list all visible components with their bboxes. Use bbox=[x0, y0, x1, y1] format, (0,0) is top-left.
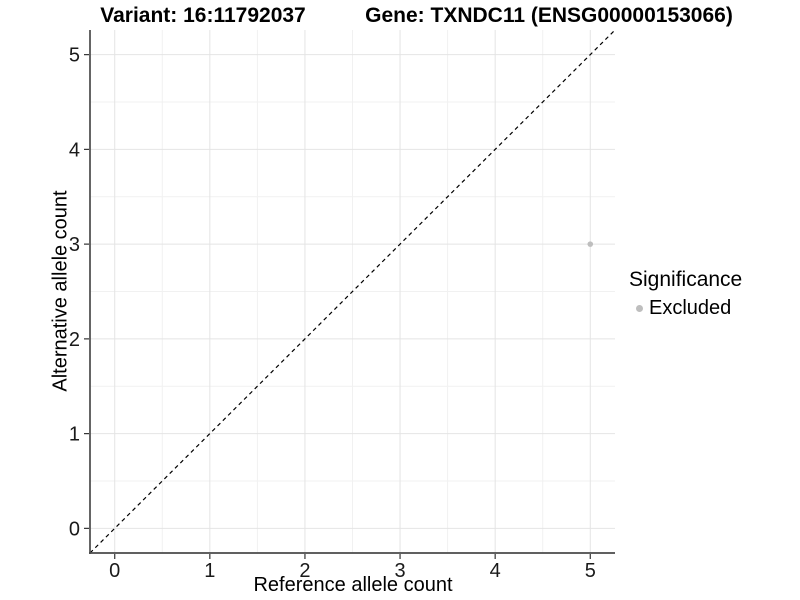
x-tick-label: 5 bbox=[585, 560, 596, 582]
excluded-marker-icon bbox=[636, 305, 643, 313]
legend-title: Significance bbox=[629, 268, 743, 291]
y-tick-label: 0 bbox=[69, 518, 80, 540]
x-tick-label: 3 bbox=[394, 560, 405, 582]
legend: Significance Excluded bbox=[629, 268, 742, 320]
variant-title: Variant: 16:11792037 bbox=[100, 4, 306, 27]
legend-item-label: Excluded bbox=[649, 297, 732, 320]
x-tick-label: 2 bbox=[299, 560, 310, 582]
data-point-excluded bbox=[587, 241, 594, 247]
identity-line bbox=[89, 29, 616, 554]
y-tick-label: 4 bbox=[69, 139, 80, 161]
x-tick-label: 4 bbox=[490, 560, 501, 582]
x-tick-label: 0 bbox=[109, 560, 120, 582]
y-tick-label: 5 bbox=[69, 45, 80, 67]
x-axis-title: Reference allele count bbox=[253, 574, 453, 596]
y-axis-title: Alternative allele count bbox=[49, 190, 72, 392]
gene-title: Gene: TXNDC11 (ENSG00000153066) bbox=[365, 4, 733, 27]
y-tick-label: 1 bbox=[69, 424, 80, 446]
legend-item-excluded: Excluded bbox=[636, 297, 742, 320]
y-tick-label: 3 bbox=[69, 234, 80, 256]
x-tick-label: 1 bbox=[204, 560, 215, 582]
y-tick-label: 2 bbox=[69, 329, 80, 351]
